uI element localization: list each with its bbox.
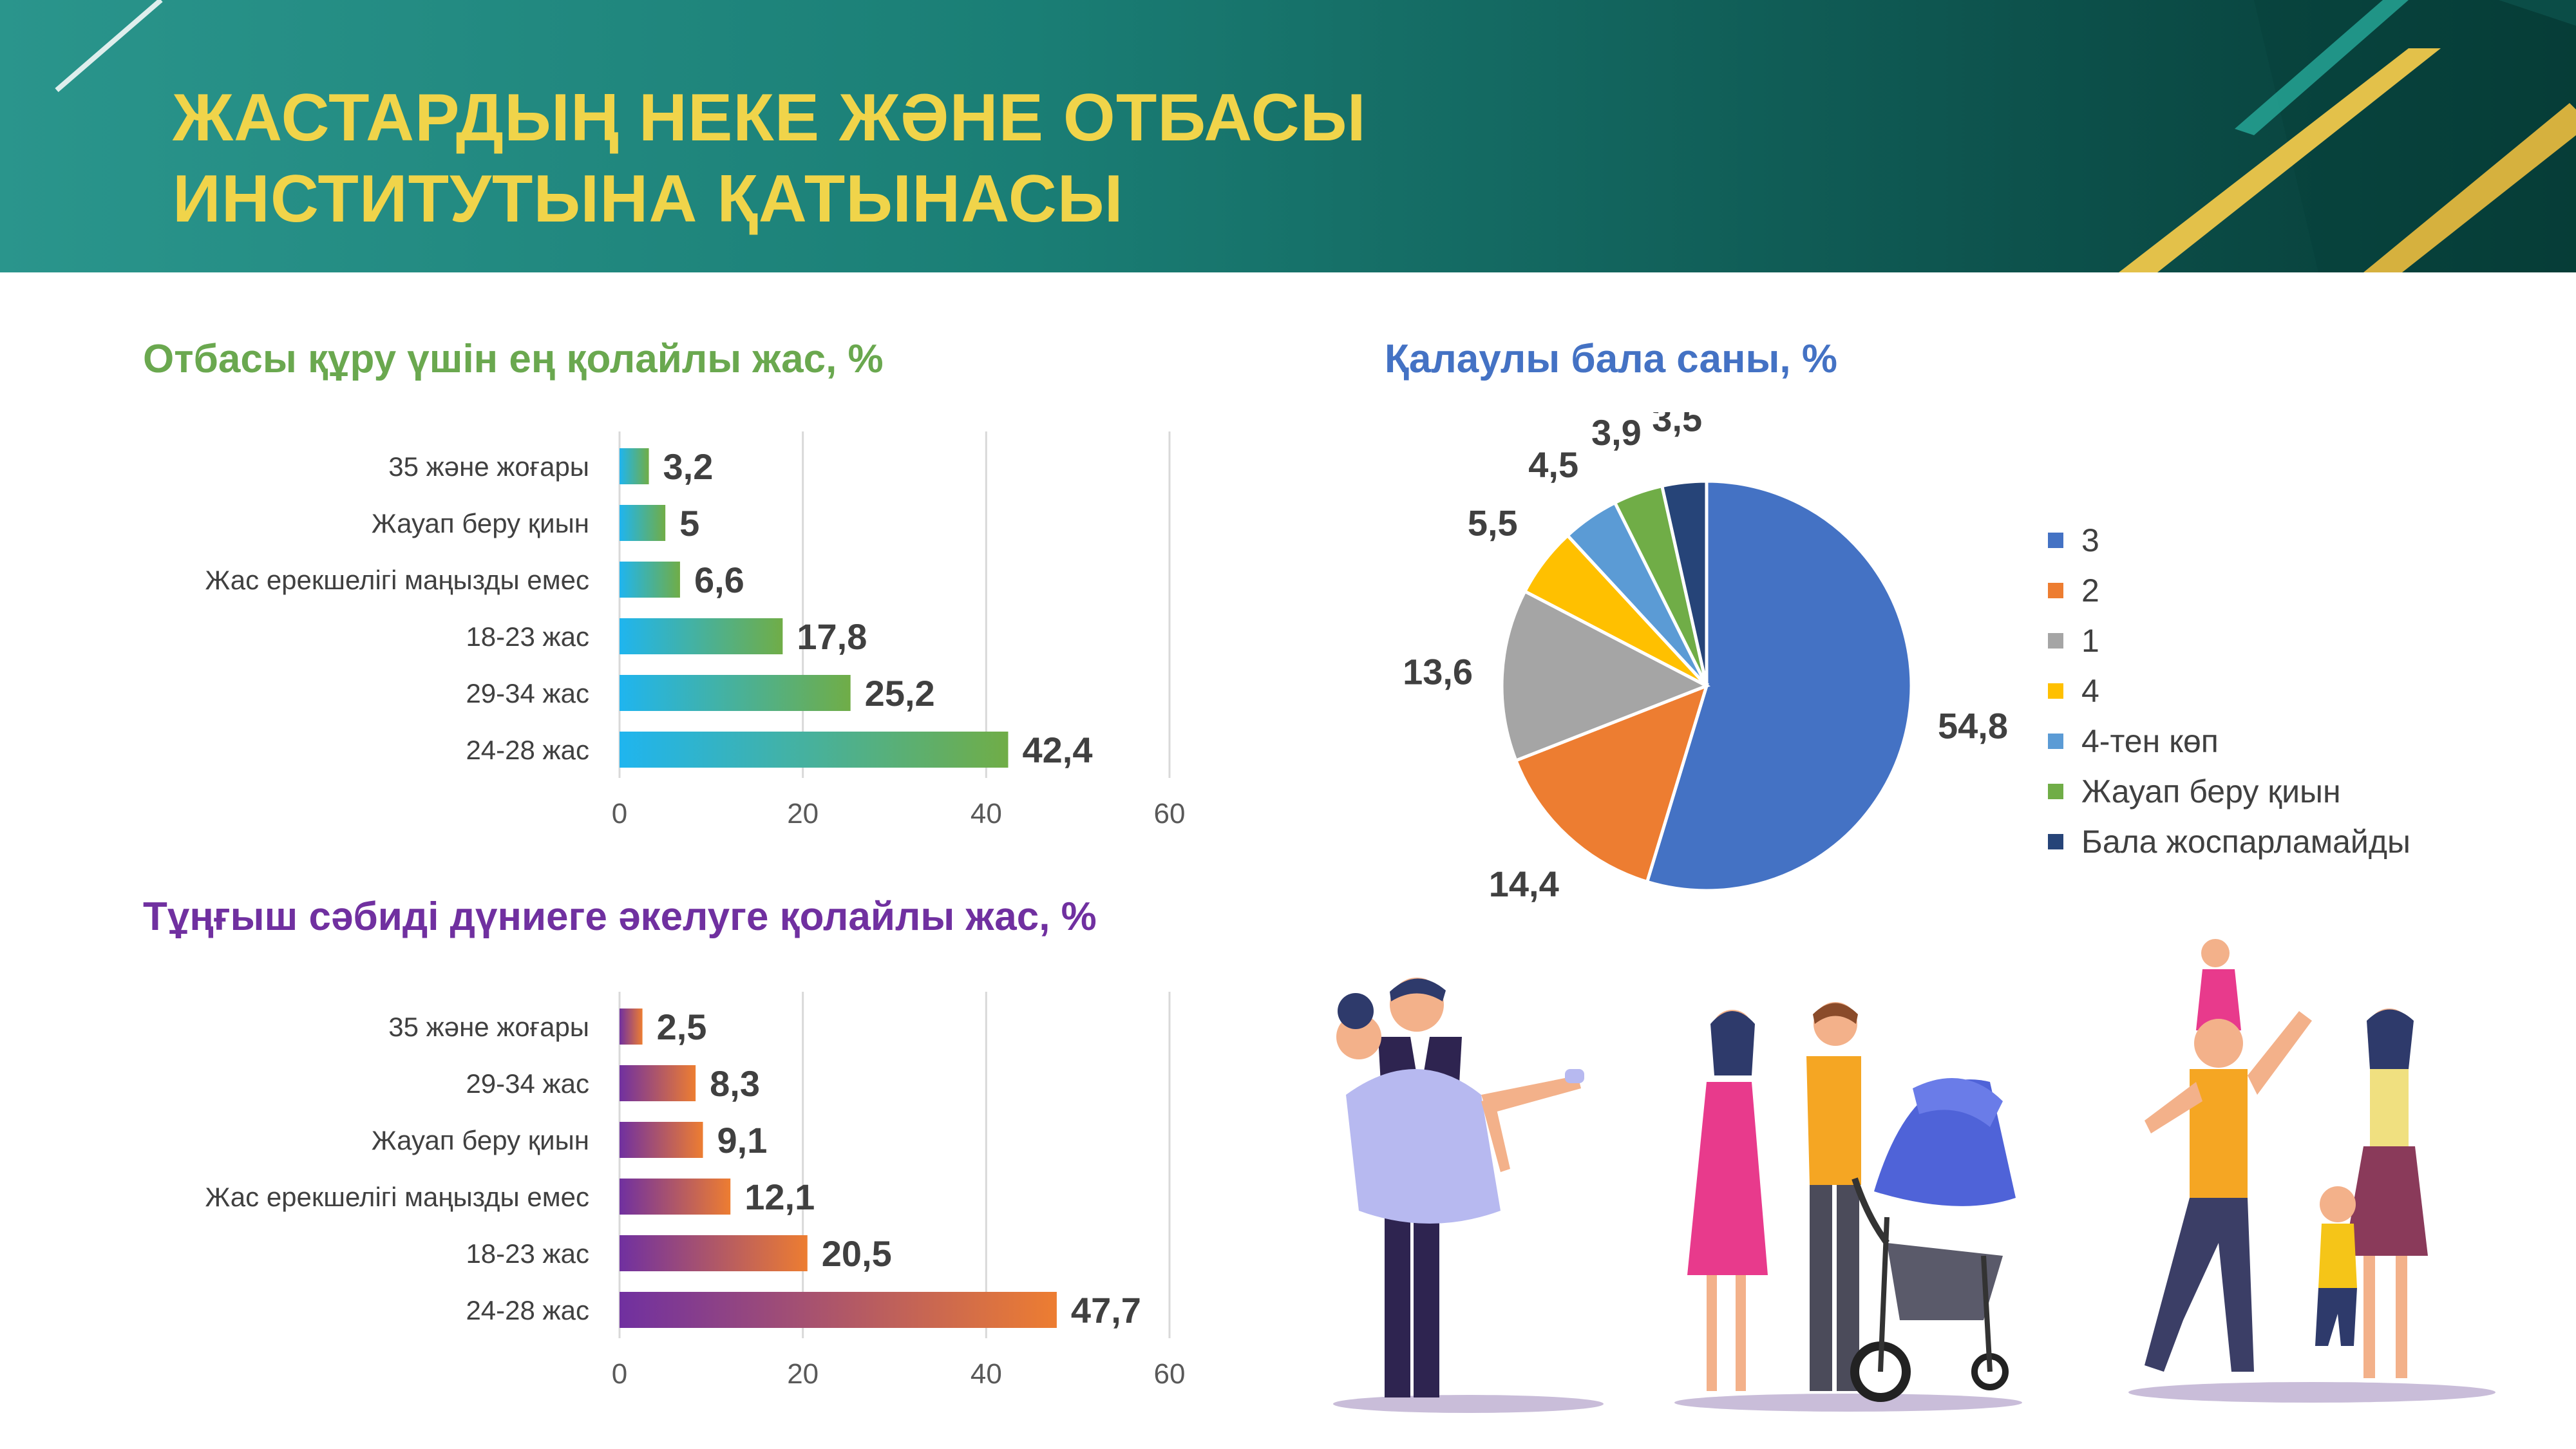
page-title-line-2: ИНСТИТУТЫНА ҚАТЫНАСЫ [173,162,1124,236]
bar [620,562,680,598]
legend-label: 2 [2081,573,2099,609]
pie-data-label: 3,9 [1591,412,1642,453]
chart2-title: Тұңғыш сәбиді дүниеге әкелуге қолайлы жа… [143,895,1097,939]
legend-label: Жауап беру қиын [2081,773,2341,810]
data-label: 47,7 [1071,1290,1141,1331]
page-title-line-1: ЖАСТАРДЫҢ НЕКЕ ЖӘНЕ ОТБАСЫ [173,80,1367,155]
legend-label: 4 [2081,673,2099,709]
legend-swatch [2048,583,2063,598]
legend-label: Бала жоспарламайды [2081,824,2410,860]
pie-chart-desired-children: 54,8 14,4 13,6 5,54,5 3,9 3,5 [1403,412,2008,904]
category-label: 29-34 жас [466,1068,589,1099]
legend-item: 3 [2048,515,2410,565]
category-label: 18-23 жас [466,1238,589,1269]
x-tick-label: 0 [612,798,627,829]
category-label: 35 және жоғары [388,1012,589,1042]
chart3-title: Қалаулы бала саны, % [1385,337,1837,381]
legend-item: 4 [2048,666,2410,716]
pie-data-label: 3,5 [1652,412,1702,439]
walking-family-illustration [2128,939,2496,1403]
pie-data-label: 54,8 [1938,705,2008,746]
legend-label: 1 [2081,623,2099,659]
wedding-couple-illustration [1333,978,1604,1413]
pie-legend: 3 2 1 4 4-тен көп Жауап беру қиын Бала жоспарл… [2048,515,2410,867]
data-label: 2,5 [657,1007,707,1047]
legend-swatch [2048,683,2063,699]
data-label: 3,2 [663,446,714,487]
category-label: Жауап беру қиын [372,508,589,538]
bar [620,448,649,484]
page-title: ЖАСТАРДЫҢ НЕКЕ ЖӘНЕ ОТБАСЫ ИНСТИТУТЫНА Қ… [173,77,1367,240]
category-label: Жас ерекшелігі маңызды емес [205,1182,589,1212]
x-tick-label: 0 [612,1358,627,1390]
x-tick-label: 60 [1154,798,1186,829]
category-label: 24-28 жас [466,1295,589,1325]
legend-label: 4-тен көп [2081,723,2219,759]
bar [620,1009,643,1045]
pie-slice [1513,683,1709,884]
legend-label: 3 [2081,522,2099,558]
header-decoration [55,0,2576,272]
bar-chart-first-child-age: 0 20 40 60 35 және жоғары 2,5 29-34 жас 8,3 Жауа… [205,992,1186,1390]
x-tick-label: 20 [787,798,819,829]
data-label: 6,6 [694,560,744,600]
pie-slice [1660,479,1709,687]
bar [620,618,783,654]
legend-item: 1 [2048,616,2410,666]
header-banner: ЖАСТАРДЫҢ НЕКЕ ЖӘНЕ ОТБАСЫ ИНСТИТУТЫНА Қ… [0,0,2576,272]
bar [620,1122,703,1158]
category-label: Жауап беру қиын [372,1125,589,1155]
bar [620,1235,808,1271]
bar [620,1292,1057,1328]
pie-data-label: 4,5 [1528,444,1578,485]
x-tick-label: 40 [971,798,1002,829]
x-tick-label: 40 [971,1358,1002,1390]
pie-data-label: 14,4 [1489,864,1559,904]
pie-data-label: 13,6 [1403,652,1473,692]
parents-with-stroller-illustration [1674,1002,2022,1412]
legend-swatch [2048,834,2063,849]
legend-swatch [2048,784,2063,799]
legend-item: 4-тен көп [2048,716,2410,766]
chart1-title: Отбасы құру үшін ең қолайлы жас, % [143,337,884,381]
bar-chart-family-age: 0 20 40 60 35 және жоғары 3,2 Жауап беру қиын 5… [205,431,1186,829]
legend-item: 2 [2048,565,2410,616]
legend-swatch [2048,633,2063,649]
data-label: 20,5 [822,1233,892,1274]
category-label: 24-28 жас [466,735,589,765]
bar [620,732,1009,768]
data-label: 8,3 [710,1063,760,1104]
legend-item: Бала жоспарламайды [2048,817,2410,867]
x-tick-label: 60 [1154,1358,1186,1390]
category-label: 29-34 жас [466,678,589,708]
x-tick-label: 20 [787,1358,819,1390]
data-label: 5 [679,503,699,544]
pie-slice [1645,479,1913,893]
category-label: 35 және жоғары [388,451,589,482]
data-label: 42,4 [1022,730,1092,770]
category-label: Жас ерекшелігі маңызды емес [205,565,589,595]
data-label: 17,8 [797,616,867,657]
data-label: 12,1 [744,1177,815,1217]
legend-swatch [2048,533,2063,548]
bar [620,505,666,541]
bar [620,1065,696,1101]
category-label: 18-23 жас [466,621,589,652]
legend-item: Жауап беру қиын [2048,766,2410,817]
bar [620,1179,731,1215]
pie-slice [1500,589,1711,763]
legend-swatch [2048,734,2063,749]
bar [620,675,851,711]
pie-data-label: 5,5 [1468,502,1518,543]
data-label: 25,2 [865,673,935,714]
data-label: 9,1 [717,1120,768,1160]
